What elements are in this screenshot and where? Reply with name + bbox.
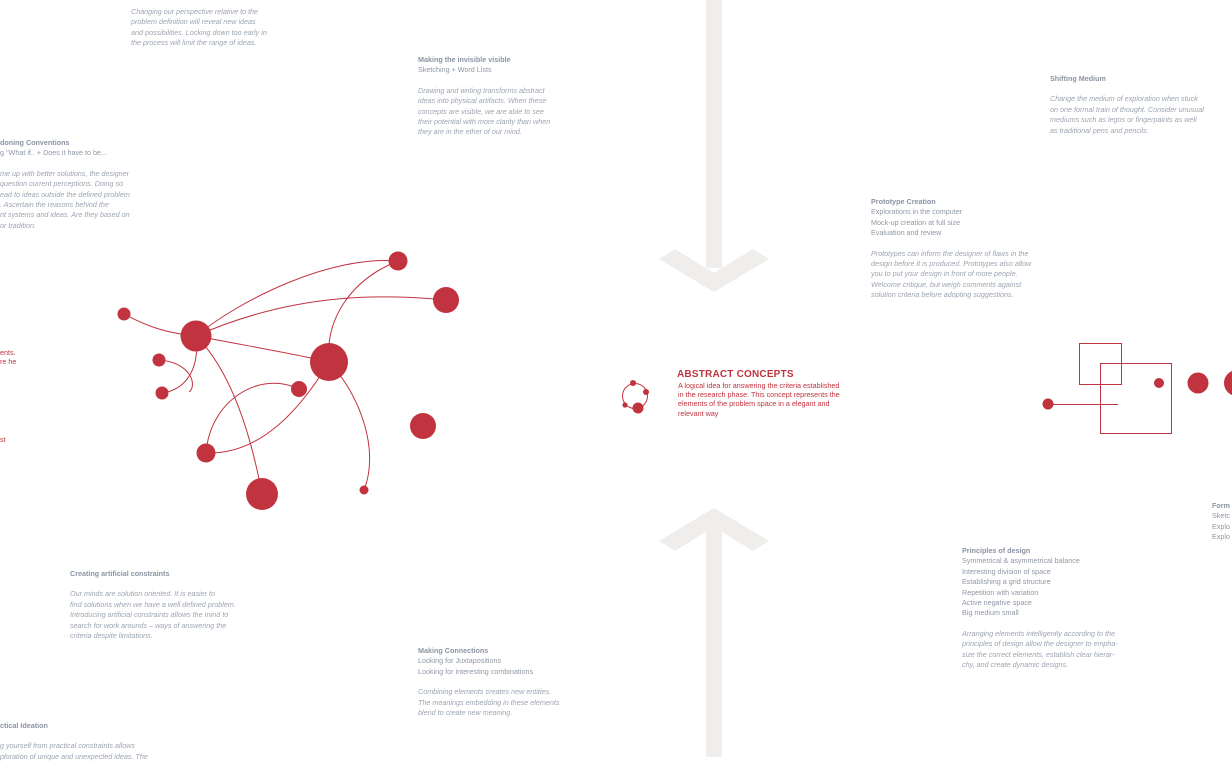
body-line: . Ascertain the reasons behind the [0, 200, 130, 210]
body-line: their potential with more clarity than w… [418, 117, 550, 127]
body-line: g yourself from practical constraints al… [0, 741, 148, 751]
idea-node [310, 343, 348, 381]
section-heading: Prototype Creation [871, 197, 1031, 207]
section-heading: Principles of design [962, 546, 1118, 556]
section-heading: ctical Ideation [0, 721, 148, 731]
subheading: Big medium small [962, 608, 1118, 618]
red-text-fragment: st [0, 436, 6, 444]
body-line: A logical idea for answering the criteri… [678, 381, 840, 390]
body-line: relevant way [678, 409, 840, 418]
body-line: ead to ideas outside the defined problem [0, 190, 130, 200]
subheading: g "What if.. + Does it have to be... [0, 148, 130, 158]
principles-of-design-block: Principles of design Symmetrical & asymm… [962, 546, 1118, 670]
body-line: Arranging elements intelligently accordi… [962, 629, 1118, 639]
prototype-creation-block: Prototype Creation Explorations in the c… [871, 197, 1031, 301]
section-heading: Making the invisible visible [418, 55, 550, 65]
subheading: Explo [1212, 522, 1230, 532]
idea-nodes [118, 252, 460, 511]
abstract-concepts-title: ABSTRACT CONCEPTS [677, 369, 794, 380]
subheading: Active negative space [962, 598, 1118, 608]
idea-node [153, 354, 166, 367]
perspective-note: Changing our perspective relative to the… [131, 7, 267, 49]
body-line: me up with better solutions, the designe… [0, 169, 130, 179]
body-line: and possibilities. Locking down too earl… [131, 28, 267, 38]
impractical-ideation-block: ctical Ideation g yourself from practica… [0, 721, 148, 762]
body-line: the process will limit the range of idea… [131, 38, 267, 48]
body-line: as traditional pens and pencils. [1050, 126, 1204, 136]
body-line: Introducing artificial constraints allow… [70, 610, 236, 620]
body-line: Changing our perspective relative to the [131, 7, 267, 17]
body-line: principles of design allow the designer … [962, 639, 1118, 649]
subheading: Mock-up creation at full size [871, 218, 1031, 228]
body-line: blend to create new meaning. [418, 708, 559, 718]
subheading: Repetition with variation [962, 588, 1118, 598]
form-block-cutoff: Form Sketc Explo Explo [1212, 501, 1230, 543]
subheading: Symmetrical & asymmetrical balance [962, 556, 1118, 566]
abstract-concepts-description: A logical idea for answering the criteri… [678, 381, 840, 418]
subheading: Sketching + Word Lists [418, 65, 550, 75]
body-line: Our minds are solution oriented. It is e… [70, 589, 236, 599]
body-line: Prototypes can inform the designer of fl… [871, 249, 1031, 259]
making-invisible-visible-block: Making the invisible visible Sketching +… [418, 55, 550, 138]
body-line: find solutions when we have a well defin… [70, 600, 236, 610]
idea-node [410, 413, 436, 439]
section-heading: Making Connections [418, 646, 559, 656]
idea-node [118, 308, 131, 321]
subheading: Explorations in the computer [871, 207, 1031, 217]
subheading: Evaluation and review [871, 228, 1031, 238]
idea-node [181, 321, 212, 352]
body-line: Change the medium of exploration when st… [1050, 94, 1204, 104]
subheading: Establishing a grid structure [962, 577, 1118, 587]
subheading: Looking for Juxtapositions [418, 656, 559, 666]
body-line: elements of the problem space in a elega… [678, 399, 840, 408]
body-line: concepts are visible, we are able to see [418, 107, 550, 117]
section-heading: Creating artificial constraints [70, 569, 236, 579]
idea-network [124, 260, 446, 494]
arrow-down-shape [659, 0, 769, 292]
subheading: Explo [1212, 532, 1230, 542]
subheading: Interesting division of space [962, 567, 1118, 577]
abstract-concept-icon [622, 380, 649, 414]
idea-node [360, 486, 369, 495]
abandoning-conventions-block: doning Conventions g "What if.. + Does i… [0, 138, 130, 231]
body-line: criteria despite limitations. [70, 631, 236, 641]
section-heading: doning Conventions [0, 138, 130, 148]
body-line: solution criteria before adopting sugges… [871, 290, 1031, 300]
red-text-fragment: re he [0, 358, 16, 366]
body-line: you to put your design in front of more … [871, 269, 1031, 279]
body-line: ideas into physical artifacts. When thes… [418, 96, 550, 106]
body-line: search for work arounds – ways of answer… [70, 621, 236, 631]
idea-node [197, 444, 216, 463]
arrow-up-shape [659, 508, 769, 757]
body-line: design before it is produced. Prototypes… [871, 259, 1031, 269]
subheading: Sketc [1212, 511, 1230, 521]
idea-node [291, 381, 307, 397]
shifting-medium-block: Shifting Medium Change the medium of exp… [1050, 74, 1204, 136]
body-line: nt systems and ideas. Are they based on [0, 210, 130, 220]
idea-node [389, 252, 408, 271]
body-line: size the correct elements, establish cle… [962, 650, 1118, 660]
body-line: Drawing and writing transforms abstract [418, 86, 550, 96]
body-line: The meanings embedding in these elements [418, 698, 559, 708]
body-line: Welcome critique, but weigh comments aga… [871, 280, 1031, 290]
artificial-constraints-block: Creating artificial constraints Our mind… [70, 569, 236, 641]
idea-node [246, 478, 278, 510]
prototype-illustration [1043, 344, 1232, 434]
section-heading: Shifting Medium [1050, 74, 1204, 84]
body-line: Combining elements creates new entities. [418, 687, 559, 697]
body-line: mediums such as legos or fingerpaints as… [1050, 115, 1204, 125]
making-connections-block: Making Connections Looking for Juxtaposi… [418, 646, 559, 718]
section-heading: Form [1212, 501, 1230, 511]
body-line: in the research phase. This concept repr… [678, 390, 840, 399]
idea-node [156, 387, 169, 400]
body-line: on one formal train of thought. Consider… [1050, 105, 1204, 115]
body-line: chy, and create dynamic designs. [962, 660, 1118, 670]
subheading: Looking for interesting combinations [418, 667, 559, 677]
body-line: question current perceptions. Doing so [0, 179, 130, 189]
body-line: problem definition will reveal new ideas [131, 17, 267, 27]
body-line: or tradition. [0, 221, 130, 231]
idea-node [433, 287, 459, 313]
body-line: they are in the ether of our mind. [418, 127, 550, 137]
